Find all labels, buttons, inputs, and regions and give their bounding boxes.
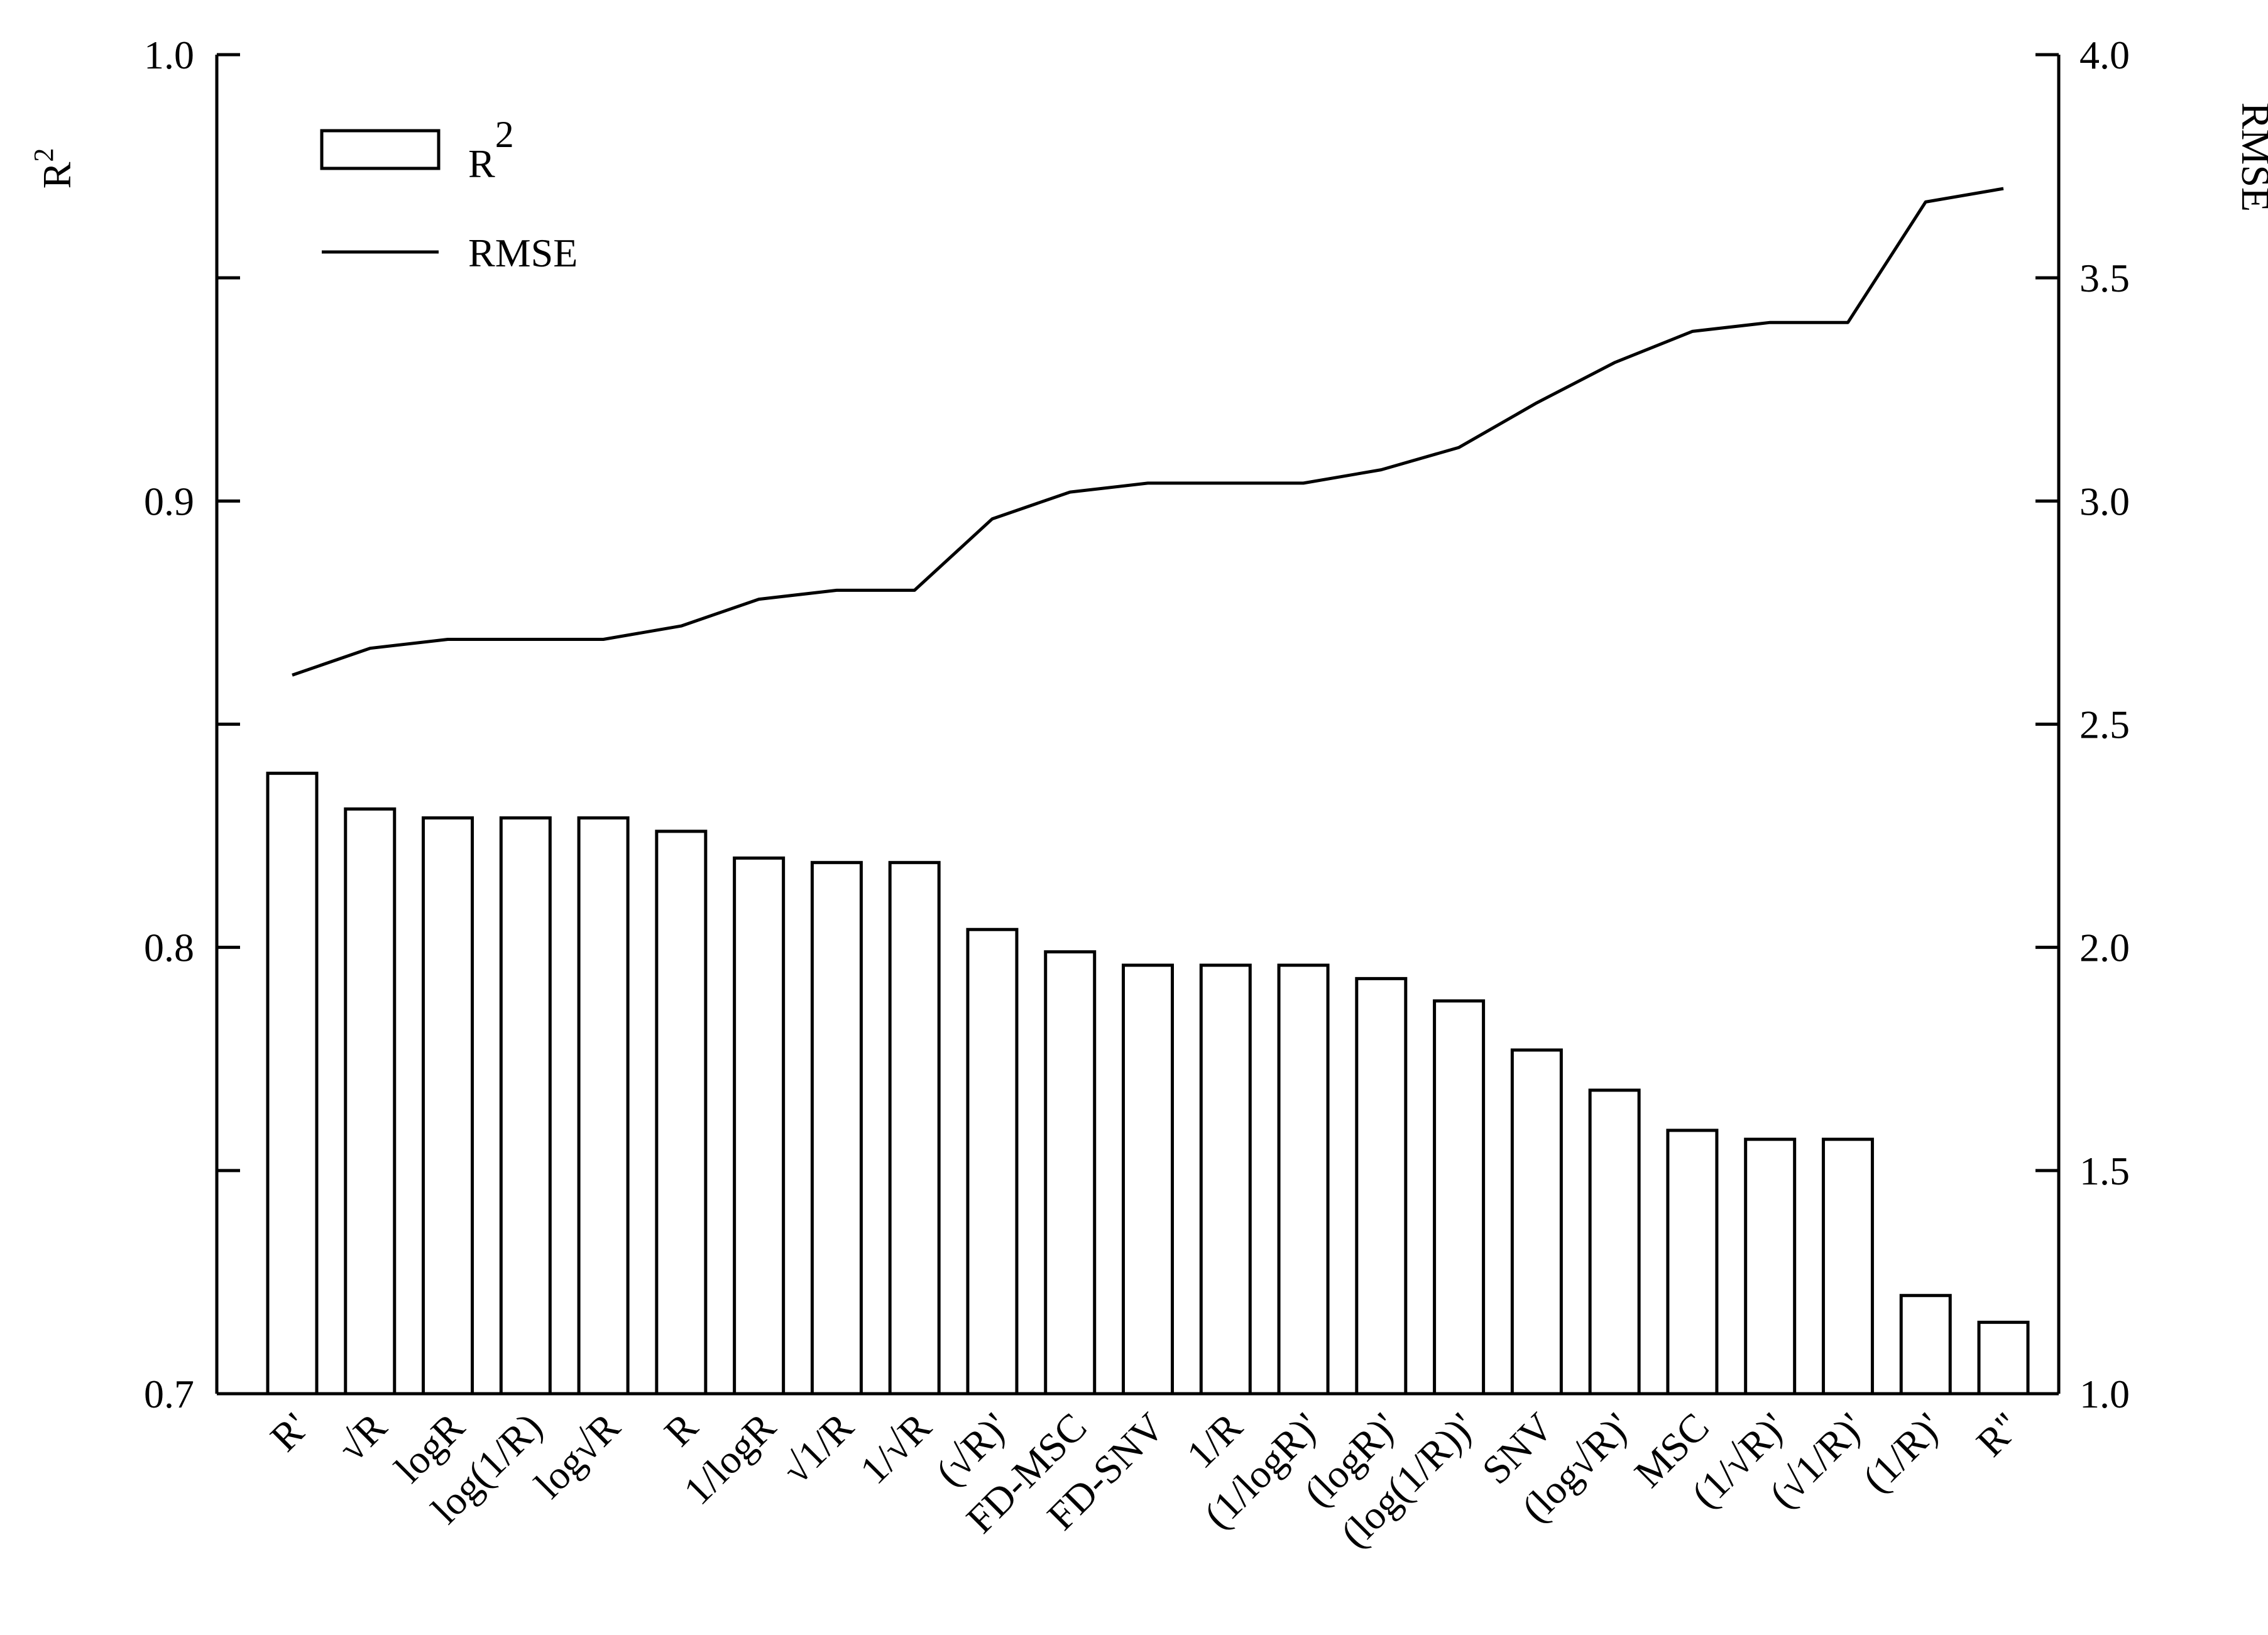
category-label: √1/R (774, 1404, 862, 1492)
r2-bar (1510, 1048, 1563, 1396)
r2-bar (1199, 963, 1252, 1396)
y-left-tick-label: 0.7 (144, 1372, 194, 1416)
r2-bar (1355, 976, 1408, 1396)
r2-bar (655, 829, 708, 1396)
r2-bar (266, 772, 319, 1396)
left-ticks: 0.7 0.8 0.9 1.0 (144, 33, 240, 1416)
y-left-tick-label: 0.9 (144, 479, 194, 523)
y-right-tick-label: 2.5 (2079, 703, 2130, 747)
category-label: R (655, 1404, 706, 1455)
r2-bar (1821, 1137, 1874, 1396)
y-right-tick-label: 1.5 (2079, 1149, 2130, 1193)
r2-bar (1044, 950, 1097, 1396)
r2-bar (1433, 999, 1486, 1396)
r2-bar (733, 856, 786, 1396)
r2-bar (1277, 963, 1330, 1396)
legend-bar-swatch (320, 129, 441, 170)
y-left-title: R2 (28, 148, 79, 189)
r2-bar (1977, 1320, 2030, 1396)
r2-bar (1666, 1129, 1719, 1396)
r2-bar (1122, 963, 1174, 1396)
r2-bar (1744, 1137, 1797, 1396)
r2-bar (344, 807, 397, 1396)
r2-bar (499, 816, 552, 1396)
legend-r2-superscript: 2 (495, 114, 514, 155)
y-right-tick-label: 2.0 (2079, 926, 2130, 970)
right-ticks: 1.0 1.5 2.0 2.5 3.0 3.5 4.0 (2035, 33, 2130, 1416)
category-label: 1/√R (852, 1404, 940, 1492)
r2-bar (966, 927, 1019, 1396)
legend-r2-text: R (468, 141, 495, 186)
y-left-title-text: R (35, 161, 79, 189)
line-layer (292, 187, 2004, 677)
y-left-tick-label: 1.0 (144, 33, 194, 77)
category-label: log√R (526, 1404, 628, 1506)
r2-bar (810, 861, 863, 1396)
r2-bar (1588, 1088, 1641, 1396)
y-right-title: RMSE (2233, 102, 2268, 212)
bars-layer (266, 772, 2030, 1396)
y-left-tick-label: 0.8 (144, 926, 194, 970)
y-right-tick-label: 3.5 (2079, 256, 2130, 300)
y-right-tick-label: 1.0 (2079, 1372, 2130, 1416)
y-right-tick-label: 4.0 (2079, 33, 2130, 77)
r2-bar (577, 816, 630, 1396)
legend-r2-label: R2 (468, 114, 514, 186)
category-label: (1/R)' (1854, 1404, 1951, 1501)
y-right-tick-label: 3.0 (2079, 479, 2130, 523)
category-label: R'' (1968, 1404, 2029, 1465)
r2-bar (422, 816, 474, 1396)
category-label: R' (261, 1404, 317, 1460)
r2-bar (888, 861, 941, 1396)
category-label: 1/logR (675, 1404, 784, 1513)
rmse-line (292, 187, 2004, 677)
legend-rmse-label: RMSE (468, 231, 578, 275)
category-label: √R (329, 1404, 395, 1470)
r2-bar (1899, 1294, 1952, 1396)
legend: R2 RMSE (320, 114, 578, 275)
y-left-title-superscript: 2 (28, 148, 59, 162)
